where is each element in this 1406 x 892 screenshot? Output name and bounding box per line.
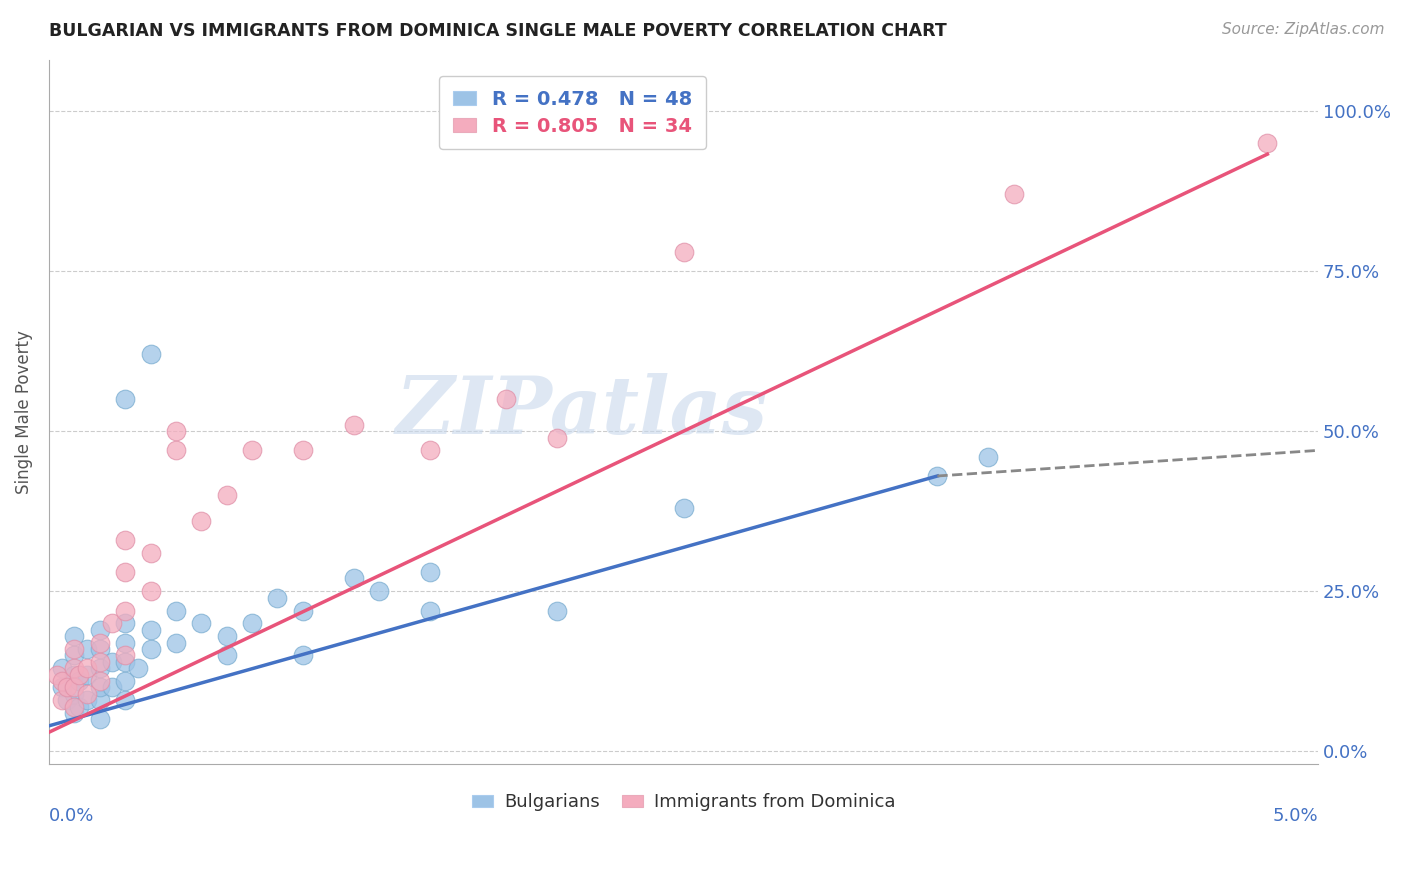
Point: [139, 623, 162, 637]
Point: [67, 699, 90, 714]
Point: [495, 392, 517, 406]
Point: [114, 392, 136, 406]
Point: [89, 693, 111, 707]
Point: [76, 687, 98, 701]
Point: [291, 603, 314, 617]
Point: [114, 673, 136, 688]
Point: [1256, 136, 1278, 150]
Point: [291, 648, 314, 663]
Point: [419, 565, 441, 579]
Point: [672, 244, 695, 259]
Point: [114, 648, 136, 663]
Point: [139, 347, 162, 361]
Point: [977, 450, 1000, 464]
Point: [215, 648, 238, 663]
Point: [266, 591, 288, 605]
Point: [419, 443, 441, 458]
Point: [55, 681, 77, 695]
Point: [672, 501, 695, 516]
Point: [89, 661, 111, 675]
Point: [89, 655, 111, 669]
Text: 0.0%: 0.0%: [49, 806, 94, 824]
Point: [89, 681, 111, 695]
Point: [165, 603, 187, 617]
Point: [63, 642, 86, 657]
Point: [114, 533, 136, 547]
Point: [139, 584, 162, 599]
Point: [63, 699, 86, 714]
Point: [215, 629, 238, 643]
Point: [165, 443, 187, 458]
Point: [63, 667, 86, 681]
Point: [240, 616, 263, 631]
Point: [51, 693, 73, 707]
Point: [89, 623, 111, 637]
Point: [114, 603, 136, 617]
Point: [546, 431, 568, 445]
Point: [89, 673, 111, 688]
Point: [51, 661, 73, 675]
Point: [139, 642, 162, 657]
Point: [342, 572, 364, 586]
Point: [76, 661, 98, 675]
Point: [139, 546, 162, 560]
Point: [101, 681, 124, 695]
Point: [63, 706, 86, 720]
Point: [63, 681, 86, 695]
Point: [89, 713, 111, 727]
Text: ZIPatlas: ZIPatlas: [396, 373, 768, 450]
Legend: Bulgarians, Immigrants from Dominica: Bulgarians, Immigrants from Dominica: [464, 786, 903, 819]
Point: [76, 693, 98, 707]
Point: [67, 667, 90, 681]
Point: [89, 642, 111, 657]
Point: [419, 603, 441, 617]
Point: [240, 443, 263, 458]
Point: [190, 616, 212, 631]
Point: [127, 661, 149, 675]
Y-axis label: Single Male Poverty: Single Male Poverty: [15, 330, 32, 494]
Point: [101, 655, 124, 669]
Point: [89, 635, 111, 649]
Point: [63, 687, 86, 701]
Point: [45, 667, 67, 681]
Point: [546, 603, 568, 617]
Point: [114, 565, 136, 579]
Point: [114, 655, 136, 669]
Point: [114, 635, 136, 649]
Point: [291, 443, 314, 458]
Text: Source: ZipAtlas.com: Source: ZipAtlas.com: [1222, 22, 1385, 37]
Point: [190, 514, 212, 528]
Point: [76, 667, 98, 681]
Text: 5.0%: 5.0%: [1272, 806, 1319, 824]
Point: [101, 616, 124, 631]
Point: [342, 417, 364, 432]
Point: [51, 673, 73, 688]
Point: [63, 629, 86, 643]
Point: [63, 648, 86, 663]
Point: [1002, 187, 1025, 202]
Point: [55, 693, 77, 707]
Point: [63, 661, 86, 675]
Point: [76, 642, 98, 657]
Point: [114, 693, 136, 707]
Point: [927, 469, 949, 483]
Point: [51, 681, 73, 695]
Point: [368, 584, 391, 599]
Point: [165, 635, 187, 649]
Point: [165, 424, 187, 438]
Text: BULGARIAN VS IMMIGRANTS FROM DOMINICA SINGLE MALE POVERTY CORRELATION CHART: BULGARIAN VS IMMIGRANTS FROM DOMINICA SI…: [49, 22, 948, 40]
Point: [67, 673, 90, 688]
Point: [114, 616, 136, 631]
Point: [215, 488, 238, 502]
